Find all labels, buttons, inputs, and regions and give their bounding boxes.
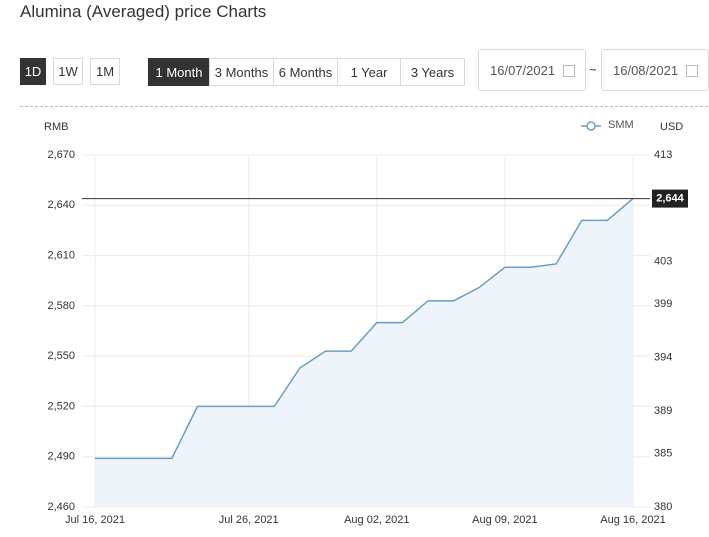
button[interactable]: 3 Months (209, 58, 274, 86)
y2-tick-label: 399 (654, 298, 672, 310)
divider (20, 106, 708, 107)
line (95, 198, 634, 460)
current-price-badge (652, 189, 688, 208)
page-title: Alumina (Averaged) price Charts (20, 2, 267, 21)
y-tick-label: 2,580 (47, 300, 75, 312)
calendar-icon (686, 65, 698, 77)
legend-marker (586, 121, 596, 131)
date-separator: ~ (589, 62, 597, 77)
y-axis-label: RMB (44, 121, 68, 133)
button[interactable]: 3 Years (400, 58, 465, 86)
date-start-text: 16/07/2021 (490, 62, 556, 78)
y2-tick-label: 380 (654, 501, 672, 513)
area (95, 198, 633, 508)
x-tick-label: Aug 16, 2021 (600, 514, 665, 526)
y-tick-label: 2,640 (47, 199, 75, 211)
y2-tick-label: 385 (654, 448, 672, 460)
x-tick-label: Jul 26, 2021 (219, 514, 279, 526)
date-end[interactable]: 16/08/2021 (601, 49, 709, 91)
button[interactable]: 1 Month (148, 58, 210, 86)
button[interactable]: 6 Months (273, 58, 338, 86)
date-start[interactable]: 16/07/2021 (478, 49, 586, 91)
x-tick-label: Jul 16, 2021 (65, 514, 125, 526)
x-tick-label: Aug 09, 2021 (472, 514, 537, 526)
legend-label: SMM (608, 119, 634, 131)
y2-tick-label: 394 (654, 352, 672, 364)
watermark: metal.com (103, 477, 154, 489)
watermark: SMM (107, 455, 149, 475)
y-tick-label: 2,520 (47, 400, 75, 412)
y-tick-label: 2,550 (47, 350, 75, 362)
y-tick-label: 2,490 (47, 451, 75, 463)
y-tick-label: 2,610 (47, 249, 75, 261)
y2-tick-label: 413 (654, 149, 672, 161)
button[interactable]: 1D (20, 58, 46, 85)
y2-tick-label: 389 (654, 405, 672, 417)
calendar-icon (563, 65, 575, 77)
button[interactable]: 1M (90, 58, 120, 85)
x-tick-label: Aug 02, 2021 (344, 514, 409, 526)
button[interactable]: 1 Year (337, 58, 401, 86)
y-tick-label: 2,670 (47, 149, 75, 161)
current-price-label: 2,644 (656, 192, 684, 204)
y2-axis-label: USD (660, 121, 683, 133)
button[interactable]: 1W (53, 58, 83, 85)
date-end-text: 16/08/2021 (613, 62, 679, 78)
y-tick-label: 2,460 (47, 501, 75, 513)
y2-tick-label: 403 (654, 256, 672, 268)
